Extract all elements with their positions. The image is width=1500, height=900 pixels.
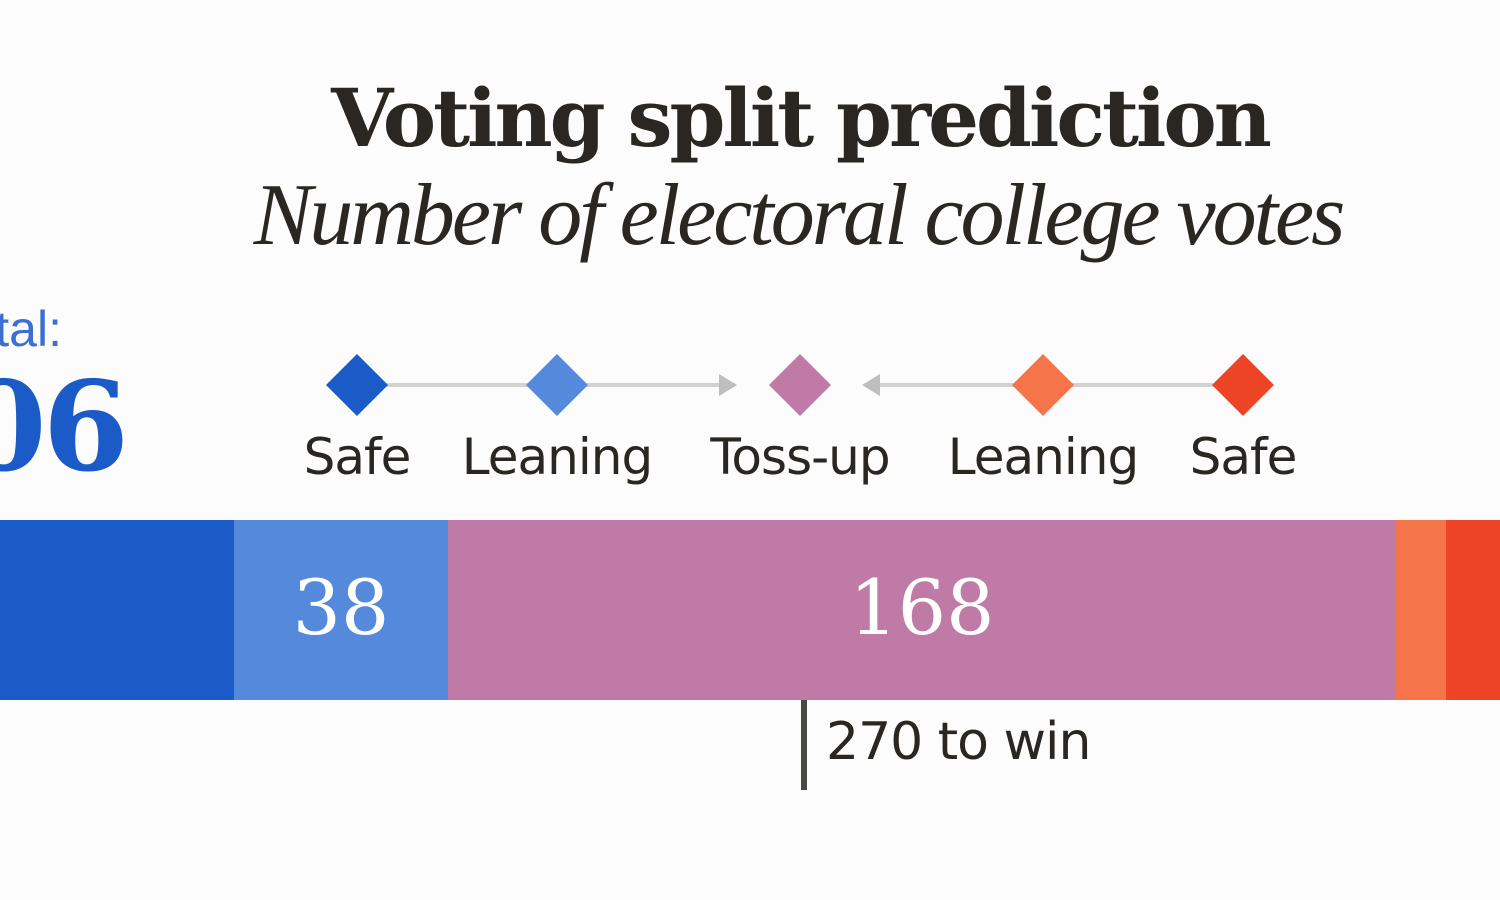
- win-threshold-marker: [801, 700, 807, 790]
- arrow-left-icon: [862, 374, 880, 396]
- win-threshold-label: 270 to win: [826, 712, 1091, 772]
- arrow-right-icon: [719, 374, 737, 396]
- legend-label: Leaning: [947, 428, 1139, 486]
- total-label-crop: Total:: [0, 300, 80, 360]
- legend-label: Leaning: [461, 428, 653, 486]
- bar-segment: [448, 520, 1396, 700]
- segment-value-label: 38: [292, 563, 390, 652]
- legend-diamond-icon: [769, 354, 831, 416]
- legend-diamond-icon: [1012, 354, 1074, 416]
- total-label: Total:: [0, 301, 62, 357]
- stacked-bar: [0, 520, 1500, 700]
- legend-label: Toss-up: [710, 428, 890, 486]
- bar-segment: [233, 520, 449, 700]
- legend-label: Safe: [303, 428, 412, 486]
- total-value-crop: 206: [0, 360, 125, 500]
- legend-diamond-icon: [1212, 354, 1274, 416]
- legend-graphic: [326, 354, 1274, 416]
- legend-diamond-icon: [526, 354, 588, 416]
- segment-value-label: 168: [849, 563, 995, 652]
- legend-label: Safe: [1189, 428, 1298, 486]
- total-value: 206: [0, 360, 125, 500]
- chart-subtitle: Number of electoral college votes: [253, 167, 1346, 264]
- chart-title: Voting split prediction: [331, 71, 1272, 165]
- bar-segment: [0, 520, 234, 700]
- bar-segment: [1395, 520, 1447, 700]
- legend-diamond-icon: [326, 354, 388, 416]
- bar-segment: [1446, 520, 1500, 700]
